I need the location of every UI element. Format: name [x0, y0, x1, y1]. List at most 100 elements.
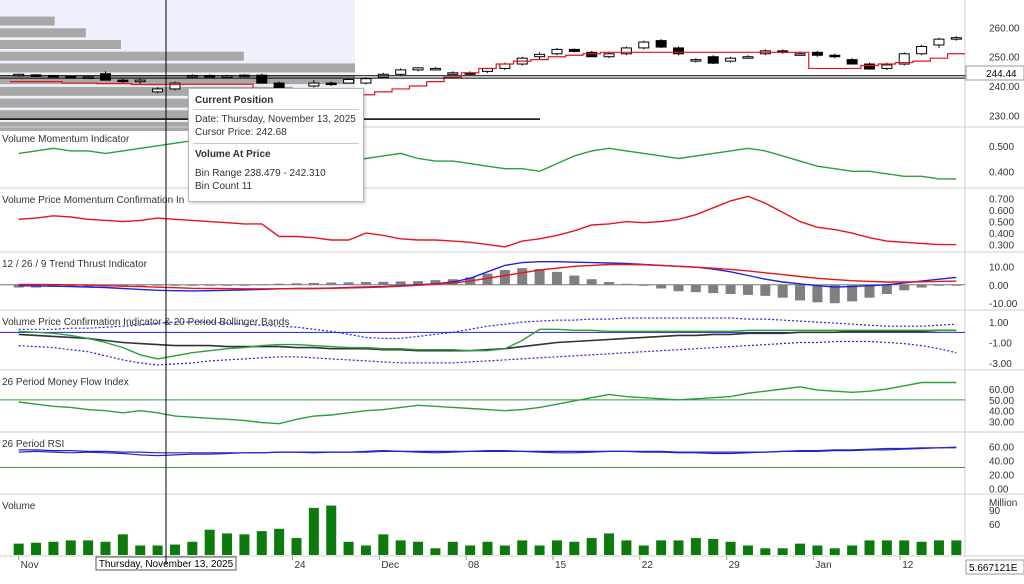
rsi-dark-line: [18, 447, 957, 457]
volume-bar-41: [725, 541, 736, 555]
volume-bar-13: [239, 534, 250, 555]
candle-body-39: [690, 59, 702, 62]
tt-histogram-bar-12: [222, 284, 233, 286]
tt-histogram-bar-53: [933, 284, 944, 286]
volume-bar-35: [621, 540, 632, 555]
panel-title-vpc: Volume Price Confirmation Indicator & 20…: [2, 317, 289, 328]
mfi-line: [18, 381, 957, 425]
candle-body-37: [655, 40, 667, 48]
tick-label-vpm: 0.600: [989, 206, 1014, 217]
tick-label-vpm: 0.700: [989, 195, 1014, 206]
x-axis-label: 22: [642, 560, 654, 571]
tt-histogram-bar-31: [551, 271, 562, 285]
tick-label-vpc: 1.00: [989, 318, 1009, 329]
stop-line-path: [10, 51, 965, 99]
volume-bar-44: [777, 548, 788, 555]
vap-bar-6: [0, 86, 293, 96]
vap-bar-5: [0, 75, 355, 85]
tt-histogram-bar-49: [864, 284, 875, 298]
volume-bar-7: [135, 545, 146, 555]
x-axis-label: 12: [902, 560, 914, 571]
vpm-confirmation-line: [18, 195, 957, 248]
panel-title-vpm: Volume Price Momentum Confirmation In: [2, 195, 184, 206]
volume-bar-5: [100, 541, 111, 555]
candle-body-50: [881, 64, 893, 69]
tooltip-bin-range: Bin Range 238.479 - 242.310: [195, 168, 326, 179]
panel-title-tt: 12 / 26 / 9 Trend Thrust Indicator: [2, 259, 148, 270]
tt-histogram-bar-34: [604, 282, 615, 285]
tt-histogram-bar-3: [65, 284, 76, 287]
volume-bar-10: [187, 541, 198, 555]
tick-label-vpm: 0.400: [989, 229, 1014, 240]
volume-bar-32: [569, 541, 580, 555]
candle-body-48: [846, 59, 858, 65]
crosshair-cursor: [0, 0, 965, 565]
candle-body-51: [898, 53, 910, 65]
volume-bar-1: [31, 542, 42, 555]
tick-label-vpm: 0.500: [989, 218, 1014, 229]
candle-body-36: [638, 41, 650, 49]
volume-bar-30: [534, 545, 545, 555]
candle-body-5: [100, 73, 111, 81]
x-axis-label: 08: [468, 560, 480, 571]
volume-bar-39: [690, 538, 701, 555]
candle-body-30: [534, 53, 546, 58]
tt-histogram-bar-47: [829, 284, 840, 304]
candle-body-6: [117, 79, 129, 83]
x-axis-label: Jan: [815, 560, 831, 571]
volume-bar-21: [378, 534, 389, 555]
rsi-blue-line: [18, 446, 957, 454]
volume-bar-46: [812, 545, 823, 555]
tt-histogram-bar-20: [360, 282, 371, 285]
candle-body-46: [811, 51, 823, 56]
tt-red-line: [18, 263, 957, 290]
vpc-green-line: [18, 328, 957, 360]
volume-bar-18: [326, 505, 337, 555]
tick-label-mfi: 40.00: [989, 407, 1014, 418]
tt-histogram-bar-41: [725, 284, 736, 294]
candle-body-25: [447, 72, 459, 75]
vap-bar-1: [0, 28, 86, 38]
tick-label-vol: 90: [989, 506, 1001, 517]
x-axis-label: 29: [729, 560, 741, 571]
volume-bar-22: [395, 540, 406, 555]
vap-bar-4: [0, 63, 355, 73]
tick-label-vol: 60: [989, 520, 1001, 531]
volume-bar-33: [586, 538, 597, 555]
volume-bar-11: [204, 529, 215, 555]
volume-bar-17: [308, 507, 319, 555]
volume-bar-52: [916, 541, 927, 555]
candle-body-53: [933, 38, 945, 46]
volume-bar-25: [447, 541, 458, 555]
tt-histogram-bar-15: [274, 283, 285, 285]
candle-body-8: [152, 88, 164, 93]
tt-histogram-bar-39: [690, 284, 701, 293]
candle-body-45: [794, 53, 806, 56]
candle-body-9: [169, 82, 181, 90]
volume-bar-0: [13, 543, 24, 555]
tt-histogram-bar-33: [586, 279, 597, 285]
panel-title-mfi: 26 Period Money Flow Index: [2, 377, 129, 388]
price-tick-label: 230.00: [989, 111, 1020, 122]
last-price-label: 244.44: [986, 69, 1017, 80]
x-axis-label: 15: [555, 560, 567, 571]
tt-histogram-bar-13: [239, 284, 250, 286]
tick-label-mfi: 60.00: [989, 385, 1014, 396]
candle-body-23: [412, 67, 424, 71]
volume-bar-8: [152, 545, 163, 555]
tick-label-tt: 10.00: [989, 262, 1014, 273]
volume-bar-24: [430, 548, 441, 555]
panel-title-vm: Volume Momentum Indicator: [2, 134, 130, 145]
x-axis-label: Dec: [381, 560, 399, 571]
tick-label-vm: 0.500: [989, 142, 1014, 153]
tt-histogram-bar-37: [656, 284, 667, 289]
volume-bar-51: [899, 540, 910, 555]
price-bars: [0, 36, 1024, 120]
candle-body-35: [620, 47, 632, 55]
tick-label-tt: -10.00: [989, 299, 1018, 310]
tick-label-vpm: 0.300: [989, 241, 1014, 252]
candle-body-54: [950, 37, 962, 40]
tooltip-title: Current Position: [195, 95, 274, 106]
volume-bar-43: [760, 548, 771, 555]
